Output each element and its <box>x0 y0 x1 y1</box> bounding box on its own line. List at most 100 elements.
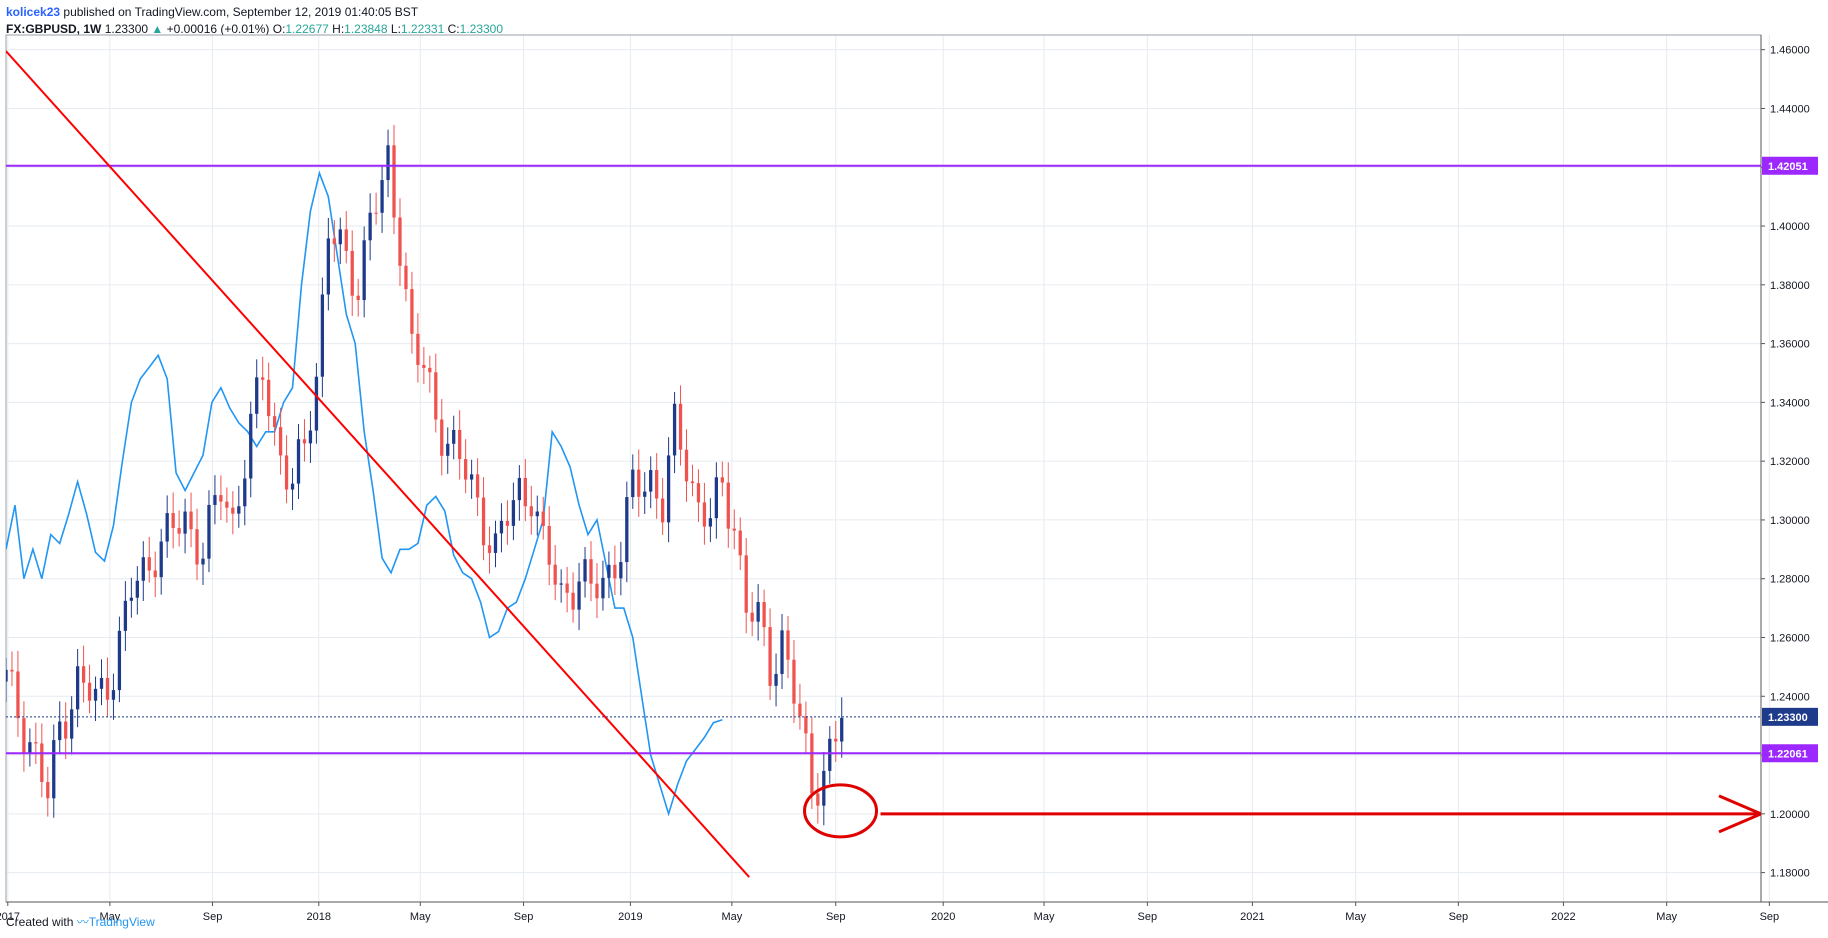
candle-body <box>780 630 784 674</box>
time-tick-label: May <box>1345 911 1366 923</box>
trendline <box>6 50 750 878</box>
candle-body <box>816 793 820 806</box>
candle-body <box>649 470 653 492</box>
time-tick-label: Sep <box>514 911 534 923</box>
up-triangle-icon: ▲ <box>151 22 164 36</box>
price-tick-label: 1.24000 <box>1770 691 1810 703</box>
candle-body <box>290 483 295 490</box>
candle-body <box>547 525 551 565</box>
candle-body <box>416 333 420 365</box>
time-tick-label: May <box>1656 911 1677 923</box>
time-axis[interactable]: 2017 May Sep 2018 May Sep 2019 May Sep 2020 May Sep… <box>0 902 1779 923</box>
candle-body <box>708 518 713 527</box>
support-tag <box>1762 744 1818 763</box>
candle-body <box>386 145 390 181</box>
candle-body <box>123 600 128 631</box>
price-tick-label: 1.20000 <box>1770 809 1810 821</box>
candle-body <box>810 733 814 794</box>
candle-body <box>147 557 151 571</box>
candle-body <box>768 627 772 686</box>
last-price-tag-label: 1.23300 <box>1768 712 1808 724</box>
low-value: 1.22331 <box>400 22 445 36</box>
price-tick-label: 1.18000 <box>1770 868 1810 880</box>
candle-body <box>261 377 265 380</box>
time-tick-label: May <box>410 911 431 923</box>
candle-body <box>440 419 444 456</box>
candle-body <box>189 511 193 530</box>
candle-body <box>756 602 760 622</box>
arrow-head <box>1718 794 1761 834</box>
candle-body <box>792 659 796 704</box>
candle-body <box>481 497 486 546</box>
candle-body <box>493 533 498 553</box>
candle-body <box>398 217 402 266</box>
candle-body <box>505 520 510 526</box>
time-tick-label: 2020 <box>931 911 955 923</box>
price-tick-label: 1.46000 <box>1770 45 1810 57</box>
candle-body <box>195 529 199 565</box>
candle-body <box>553 564 557 585</box>
price-tick-label: 1.30000 <box>1770 515 1810 527</box>
candle-body <box>213 495 217 505</box>
publish-info: published on TradingView.com, September … <box>63 5 419 19</box>
candlestick-series <box>6 125 844 826</box>
candle-body <box>774 673 778 686</box>
time-tick-label: 2022 <box>1551 911 1575 923</box>
high-label: H: <box>332 22 345 36</box>
time-tick-label: Sep <box>203 911 223 923</box>
candle-body <box>34 742 38 744</box>
candle-body <box>177 528 181 534</box>
candle-body <box>666 455 671 523</box>
candle-body <box>404 265 408 290</box>
price-tick-label: 1.38000 <box>1770 280 1810 292</box>
candle-body <box>672 403 677 456</box>
candle-body <box>637 469 641 497</box>
candle-body <box>374 212 378 214</box>
price-tick-label: 1.36000 <box>1770 339 1810 351</box>
candle-body <box>690 481 695 484</box>
candle-body <box>738 530 742 556</box>
candle-body <box>428 367 432 373</box>
candle-body <box>577 581 581 610</box>
candle-body <box>58 721 62 741</box>
candle-body <box>344 229 348 251</box>
chart-header: kolicek23 published on TradingView.com, … <box>6 4 503 38</box>
candle-body <box>99 677 104 689</box>
candle-body <box>249 413 253 479</box>
candle-body <box>22 718 26 753</box>
candle-body <box>452 429 456 444</box>
highlight-ellipse <box>803 783 879 839</box>
symbol-label[interactable]: FX:GBPUSD, 1W <box>6 22 102 36</box>
time-tick-label: May <box>1034 911 1055 923</box>
candle-body <box>64 721 68 739</box>
candle-body <box>231 507 235 514</box>
author-link[interactable]: kolicek23 <box>6 5 61 19</box>
candle-body <box>314 376 319 431</box>
candle-body <box>81 666 86 683</box>
publish-line: kolicek23 published on TradingView.com, … <box>6 4 503 21</box>
candle-body <box>153 570 157 578</box>
price-tick-label: 1.26000 <box>1770 632 1810 644</box>
resistance-tag <box>1762 156 1818 175</box>
drawings <box>6 50 1761 878</box>
candle-body <box>87 682 92 701</box>
candle-body <box>422 364 426 368</box>
candle-body <box>583 559 587 582</box>
price-axis[interactable]: 1.460001.440001.420001.400001.380001.360… <box>1761 45 1810 880</box>
candle-body <box>356 295 360 301</box>
candle-body <box>619 562 623 579</box>
candle-body <box>6 669 8 682</box>
candle-body <box>834 738 838 742</box>
candle-body <box>660 498 665 523</box>
time-tick-label: 2019 <box>618 911 642 923</box>
candle-body <box>655 470 659 499</box>
change-value: +0.00016 (+0.01%) <box>166 22 270 36</box>
candle-body <box>732 528 736 531</box>
candle-body <box>332 238 336 245</box>
candle-body <box>46 781 50 799</box>
open-label: O: <box>272 22 286 36</box>
tradingview-brand-link[interactable]: TradingView <box>88 915 155 929</box>
candle-body <box>762 602 766 628</box>
candle-body <box>469 474 474 480</box>
